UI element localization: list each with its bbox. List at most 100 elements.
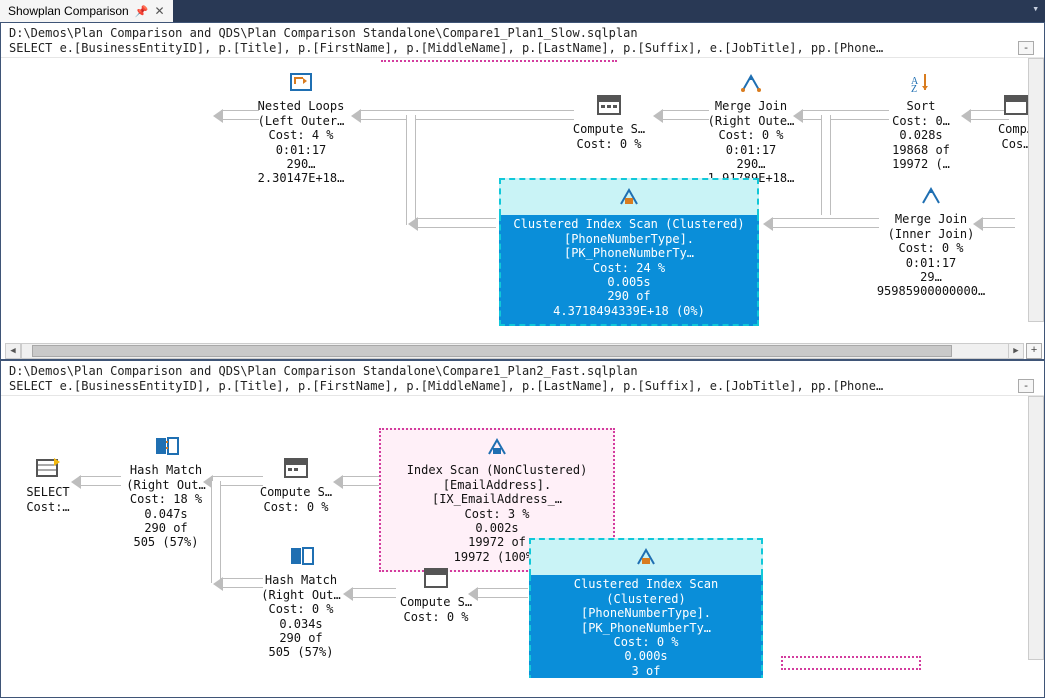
- zoom-plus-button[interactable]: +: [1026, 343, 1042, 359]
- node-hash-match-2[interactable]: Hash Match (Right Out… Cost: 0 % 0.034s …: [246, 544, 356, 660]
- label: (Right Out…: [246, 588, 356, 602]
- label: Sort: [871, 99, 971, 113]
- label: Cost: 24 %: [503, 261, 755, 275]
- label: Index Scan (NonClustered): [383, 463, 611, 477]
- arrow: [406, 115, 416, 225]
- pink-region-bottom: [781, 656, 921, 670]
- merge-join-icon: [737, 70, 765, 94]
- label: 95985900000000…: [861, 284, 1001, 298]
- label: 290 of: [246, 631, 356, 645]
- label: Hash Match: [246, 573, 356, 587]
- collapse-button[interactable]: -: [1018, 379, 1034, 393]
- tab-menu-icon[interactable]: ▾: [1026, 0, 1045, 22]
- top-header: D:\Demos\Plan Comparison and QDS\Plan Co…: [1, 23, 1044, 58]
- merge-join-icon: [917, 183, 945, 207]
- top-plan-path: D:\Demos\Plan Comparison and QDS\Plan Co…: [9, 26, 1036, 41]
- label: Merge Join: [861, 212, 1001, 226]
- arrow: [341, 476, 379, 486]
- label: Compute S…: [559, 122, 659, 136]
- label: Cost: 4 %: [241, 128, 361, 142]
- sort-icon: AZ: [907, 70, 935, 94]
- label: (Left Outer…: [241, 114, 361, 128]
- node-hash-match-1[interactable]: Hash Match (Right Out… Cost: 18 % 0.047s…: [111, 434, 221, 550]
- clustered-index-scan-icon: [632, 544, 660, 568]
- label: 0:01:17: [691, 143, 811, 157]
- hash-match-icon: [287, 544, 315, 568]
- label: (Right Oute…: [691, 114, 811, 128]
- label: 2.30147E+18…: [241, 171, 361, 185]
- label: 505 (57%): [111, 535, 221, 549]
- horizontal-scrollbar[interactable]: [21, 343, 1024, 359]
- hash-match-icon: [152, 434, 180, 458]
- bottom-query-text: SELECT e.[BusinessEntityID], p.[Title], …: [9, 379, 1036, 394]
- collapse-button[interactable]: -: [1018, 41, 1034, 55]
- index-scan-icon: [483, 434, 511, 458]
- tab-strip: Showplan Comparison 📌 ✕ ▾: [0, 0, 1045, 22]
- label: 19972 (…: [871, 157, 971, 171]
- label: Cost: 0…: [871, 114, 971, 128]
- vertical-scrollbar[interactable]: [1028, 396, 1044, 660]
- node-compute-scalar[interactable]: Compute S… Cost: 0 %: [559, 93, 659, 151]
- label: 19868 of: [871, 143, 971, 157]
- label: 0.034s: [246, 617, 356, 631]
- arrow: [359, 110, 574, 120]
- arrow: [821, 115, 831, 215]
- label: Nested Loops: [241, 99, 361, 113]
- label: 290…: [241, 157, 361, 171]
- label: Clustered Index Scan (Clustered): [503, 217, 755, 231]
- top-query-text: SELECT e.[BusinessEntityID], p.[Title], …: [9, 41, 1036, 56]
- label: 0.005s: [503, 275, 755, 289]
- label: Cost: 0 %: [559, 137, 659, 151]
- label: SELECT: [13, 485, 83, 499]
- select-icon: [34, 456, 62, 480]
- vertical-scrollbar[interactable]: [1028, 58, 1044, 322]
- label: 0:01:17: [861, 256, 1001, 270]
- label: Cost: 0 %: [386, 610, 486, 624]
- node-select[interactable]: SELECT Cost:…: [13, 456, 83, 514]
- node-compute-scalar-b2[interactable]: Compute S… Cost: 0 %: [386, 566, 486, 624]
- label: 0:01:17: [241, 143, 361, 157]
- bottom-header: D:\Demos\Plan Comparison and QDS\Plan Co…: [1, 361, 1044, 396]
- label: 29…: [861, 270, 1001, 284]
- bottom-canvas[interactable]: SELECT Cost:… Hash Match (Right Out… Cos…: [1, 396, 1044, 678]
- label: 4.3718494339E+18 (0%): [503, 304, 755, 318]
- label: Cost: 0 %: [246, 602, 356, 616]
- pin-icon[interactable]: 📌: [135, 5, 149, 18]
- scroll-right-icon[interactable]: ▶: [1008, 343, 1024, 359]
- label: Cost: 3 %: [383, 507, 611, 521]
- label: Cost: 0 %: [533, 635, 759, 649]
- compute-scalar-icon: [422, 566, 450, 590]
- compute-scalar-icon: [1002, 93, 1030, 117]
- compute-scalar-icon: [595, 93, 623, 117]
- compute-scalar-icon: [282, 456, 310, 480]
- node-merge-join-right-outer[interactable]: Merge Join (Right Oute… Cost: 0 % 0:01:1…: [691, 70, 811, 186]
- label: Compute S…: [386, 595, 486, 609]
- label: [EmailAddress].[IX_EmailAddress_…: [383, 478, 611, 507]
- top-plan-pane: D:\Demos\Plan Comparison and QDS\Plan Co…: [0, 22, 1045, 360]
- label: Clustered Index Scan (Clustered): [533, 577, 759, 606]
- label: 290 of: [503, 289, 755, 303]
- label: Cost: 0 %: [691, 128, 811, 142]
- label: 505 (57%): [246, 645, 356, 659]
- label: Compute S…: [246, 485, 346, 499]
- label: Cost:…: [13, 500, 83, 514]
- scrollbar-thumb[interactable]: [32, 345, 952, 357]
- close-icon[interactable]: ✕: [154, 4, 164, 18]
- label: Merge Join: [691, 99, 811, 113]
- label: 0.002s: [383, 521, 611, 535]
- scroll-left-icon[interactable]: ◀: [5, 343, 21, 359]
- label: [PhoneNumberType].[PK_PhoneNumberTy…: [503, 232, 755, 261]
- node-clustered-index-scan-selected[interactable]: Clustered Index Scan (Clustered) [PhoneN…: [499, 178, 759, 326]
- tab-showplan[interactable]: Showplan Comparison 📌 ✕: [0, 0, 173, 22]
- tab-title: Showplan Comparison: [8, 4, 129, 18]
- label: 290…: [691, 157, 811, 171]
- label: Cost: 18 %: [111, 492, 221, 506]
- node-nested-loops[interactable]: Nested Loops (Left Outer… Cost: 4 % 0:01…: [241, 70, 361, 186]
- top-canvas[interactable]: Nested Loops (Left Outer… Cost: 4 % 0:01…: [1, 58, 1044, 340]
- node-sort[interactable]: AZ Sort Cost: 0… 0.028s 19868 of 19972 (…: [871, 70, 971, 171]
- node-compute-scalar-b1[interactable]: Compute S… Cost: 0 %: [246, 456, 346, 514]
- node-clustered-index-scan-selected-bottom[interactable]: Clustered Index Scan (Clustered) [PhoneN…: [529, 538, 763, 678]
- node-merge-join-inner[interactable]: Merge Join (Inner Join) Cost: 0 % 0:01:1…: [861, 183, 1001, 299]
- label: Hash Match: [111, 463, 221, 477]
- arrow: [416, 218, 496, 228]
